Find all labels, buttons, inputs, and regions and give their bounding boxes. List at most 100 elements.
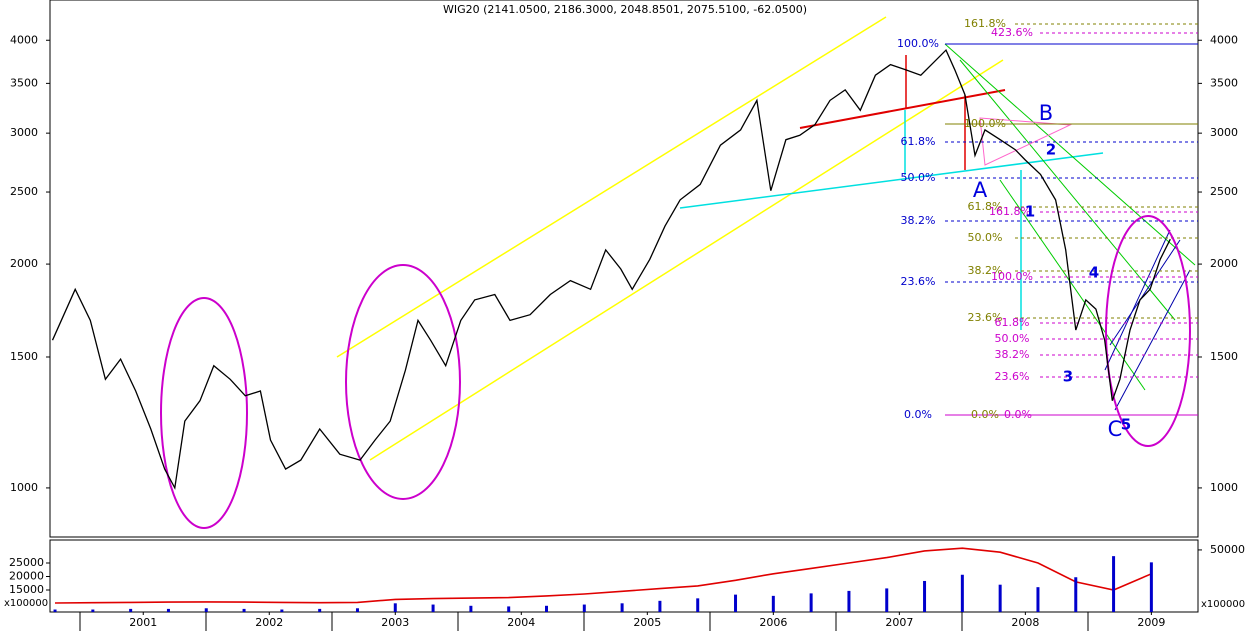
annotation: 50.0% (901, 171, 936, 184)
y-tick-label: 2000 (1210, 257, 1238, 270)
volume-bar (582, 604, 586, 612)
trend-line (1109, 239, 1181, 346)
volume-bar (91, 609, 95, 612)
volume-bar (998, 584, 1002, 612)
volume-bar (620, 603, 624, 612)
y-tick-label: 4000 (10, 33, 38, 46)
x-tick-label: 2004 (507, 616, 535, 629)
volume-bar (53, 609, 57, 612)
y2-tick-label: 50000 (1210, 543, 1245, 556)
x-tick-label: 2008 (1011, 616, 1039, 629)
annotation: 5 (1121, 416, 1131, 434)
trend-line (1104, 229, 1171, 371)
annotation: 38.2% (901, 214, 936, 227)
volume-bar (771, 595, 775, 612)
annotation: 0.0% (904, 408, 932, 421)
volume-bar (393, 603, 397, 612)
volume-bar (204, 608, 208, 612)
volume-bar (355, 608, 359, 612)
volume-bar (960, 574, 964, 612)
x-tick-label: 2003 (381, 616, 409, 629)
y-tick-label: 3000 (1210, 126, 1238, 139)
price-line (51, 48, 1171, 490)
annotation: 61.8% (901, 135, 936, 148)
annotation: 0.0% (971, 408, 999, 421)
volume-bar (847, 590, 851, 612)
volume-bar (507, 606, 511, 612)
y-tick-label: 2500 (1210, 185, 1238, 198)
annotation: 61.8% (995, 316, 1030, 329)
volume-bar (923, 580, 927, 612)
annotation: 50.0% (995, 332, 1030, 345)
annotation: 161.8% (989, 205, 1031, 218)
x-tick-label: 2002 (255, 616, 283, 629)
unit-label: x100000 (1201, 599, 1245, 610)
y-tick-label: 25000 (9, 556, 44, 569)
volume-bar (469, 605, 473, 612)
annotation: 23.6% (995, 370, 1030, 383)
year-separators (79, 612, 1089, 631)
y-tick-label: 4000 (1210, 33, 1238, 46)
volume-bar (545, 605, 549, 612)
volume-bar (318, 608, 322, 612)
trend-line (369, 59, 1004, 461)
y-tick-label: 3000 (10, 126, 38, 139)
volume-bar (696, 598, 700, 612)
annotation: 50.0% (968, 231, 1003, 244)
annotation: 23.6% (901, 275, 936, 288)
chart-title: WIG20 (2141.0500, 2186.3000, 2048.8501, … (443, 3, 807, 16)
volume-bar (885, 588, 889, 612)
volume-bar (129, 608, 133, 612)
trend-line (679, 152, 1104, 209)
x-tick-label: 2009 (1137, 616, 1165, 629)
volume-bar (1149, 562, 1153, 612)
annotation: 100.0% (991, 270, 1033, 283)
annotation: A (973, 178, 988, 202)
annotation: 100.0% (897, 37, 939, 50)
annotation: 2 (1046, 141, 1056, 159)
trend-line (944, 43, 1196, 266)
annotation: 100.0% (964, 117, 1006, 130)
annotation: 3 (1063, 368, 1073, 386)
volume-bar (1036, 587, 1040, 612)
annotation: 4 (1089, 264, 1099, 282)
average-line (54, 547, 1152, 604)
annotation: 161.8% (964, 17, 1006, 30)
x-tick-label: 2006 (759, 616, 787, 629)
volume-bar (166, 608, 170, 612)
y-tick-label: 1500 (1210, 350, 1238, 363)
y-tick-label: 1000 (1210, 481, 1238, 494)
annotation: C (1108, 417, 1123, 441)
volume-bar (658, 600, 662, 612)
x-tick-label: 2001 (129, 616, 157, 629)
y-tick-label: 20000 (9, 569, 44, 582)
annotation: 23.6% (968, 311, 1003, 324)
annotation: 0.0% (1004, 408, 1032, 421)
x-tick-label: 2005 (633, 616, 661, 629)
annotation: 61.8% (968, 200, 1003, 213)
y-tick-label: 2500 (10, 185, 38, 198)
trend-line (336, 16, 887, 358)
annotation: 1 (1025, 203, 1035, 221)
annotation: 38.2% (968, 264, 1003, 277)
volume-bar (1112, 556, 1116, 612)
price-panel (49, 0, 1199, 538)
trend-line (959, 59, 1176, 321)
unit-label: x100000 (4, 598, 48, 609)
volume-bar (809, 593, 813, 612)
trend-line (799, 89, 1006, 129)
ellipse (160, 297, 248, 529)
y-tick-label: 3500 (1210, 76, 1238, 89)
y-tick-label: 15000 (9, 583, 44, 596)
trend-line (1114, 269, 1191, 411)
y-tick-label: 2000 (10, 257, 38, 270)
volume-bar (734, 594, 738, 612)
volume-bar (1074, 577, 1078, 612)
y-tick-label: 1000 (10, 481, 38, 494)
volume-bar (431, 604, 435, 612)
annotation: 423.6% (991, 26, 1033, 39)
x-tick-label: 2007 (885, 616, 913, 629)
ellipse (1105, 215, 1191, 447)
drawings (160, 16, 1198, 529)
